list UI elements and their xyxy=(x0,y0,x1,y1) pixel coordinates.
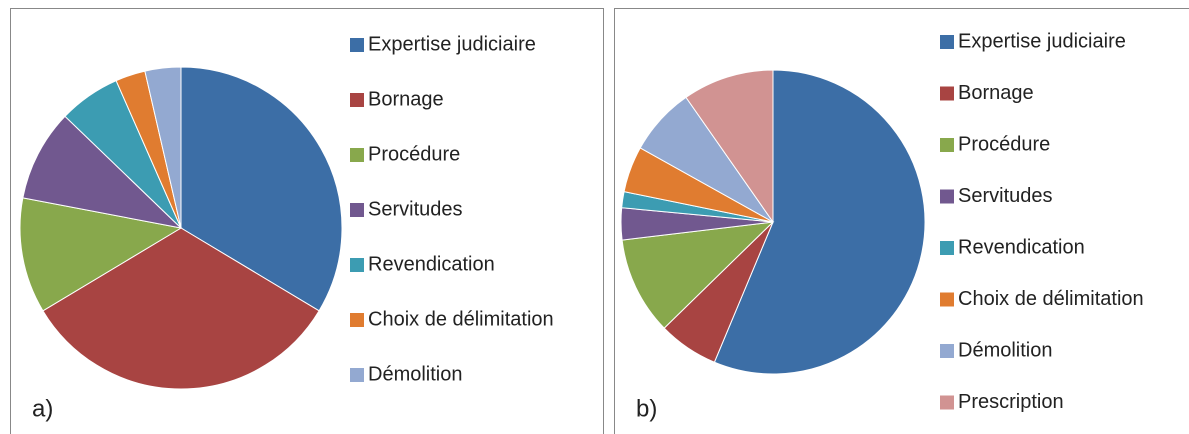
legend-label: Expertise judiciaire xyxy=(958,30,1126,52)
legend-label: Servitudes xyxy=(368,198,463,220)
legend-swatch xyxy=(350,38,364,52)
legend-label: Revendication xyxy=(368,253,495,275)
legend-swatch xyxy=(350,258,364,272)
pie-slice xyxy=(713,69,926,375)
pie-slice xyxy=(19,197,183,312)
legend-label: Expertise judiciaire xyxy=(368,33,536,55)
legend-swatch xyxy=(940,344,954,358)
legend-swatch xyxy=(940,395,954,410)
legend-swatch xyxy=(940,138,954,152)
legend-swatch xyxy=(940,189,954,204)
pie-slice xyxy=(621,221,775,329)
legend-label: Procédure xyxy=(958,133,1050,155)
legend-label: Choix de délimitation xyxy=(958,288,1144,310)
legend-label: Démolition xyxy=(368,363,462,385)
legend-swatch xyxy=(350,313,364,327)
panel-label: a) xyxy=(32,395,53,422)
legend-swatch xyxy=(940,86,954,101)
legend-swatch xyxy=(940,35,954,49)
legend-label: Démolition xyxy=(958,339,1052,361)
legend-label: Procédure xyxy=(368,143,460,165)
panel-label: b) xyxy=(636,395,657,422)
pie-slice xyxy=(42,227,320,390)
legend-label: Bornage xyxy=(368,88,444,110)
pie-slice xyxy=(144,66,182,229)
panel-frame xyxy=(614,8,1189,434)
legend-label: Revendication xyxy=(958,236,1085,258)
panel-frame xyxy=(10,8,604,434)
legend-swatch xyxy=(940,241,954,255)
legend-swatch xyxy=(350,148,364,162)
legend-swatch xyxy=(940,292,954,307)
legend-swatch xyxy=(350,368,364,382)
legend-swatch xyxy=(350,203,364,217)
legend-label: Choix de délimitation xyxy=(368,308,554,330)
pie-slice xyxy=(685,69,774,224)
legend-label: Servitudes xyxy=(958,185,1053,207)
pie-slice xyxy=(22,115,183,229)
legend-label: Bornage xyxy=(958,82,1034,104)
legend-label: Prescription xyxy=(958,391,1064,413)
legend-swatch xyxy=(350,93,364,107)
pie-slice xyxy=(180,66,343,312)
